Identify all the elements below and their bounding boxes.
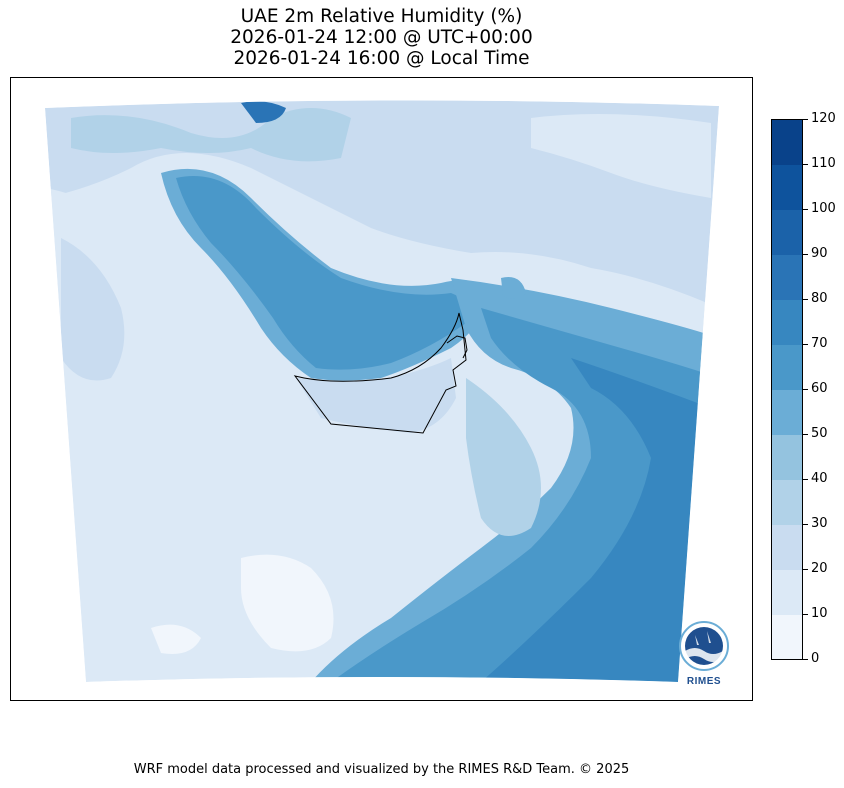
contour-north-upper: [71, 108, 351, 162]
title-local-time: 2026-01-24 16:00 @ Local Time: [233, 48, 530, 69]
colorbar-tick-mark: [803, 524, 808, 525]
colorbar-tick-mark: [803, 164, 808, 165]
colorbar-tick-label: 30: [811, 516, 828, 531]
colorbar-tick-label: 110: [811, 156, 836, 171]
map-panel: [10, 77, 753, 701]
colorbar-band: [772, 299, 802, 346]
colorbar-tick-mark: [803, 569, 808, 570]
rimes-logo-emblem: [679, 621, 729, 671]
colorbar-band: [772, 254, 802, 301]
colorbar-tick-label: 0: [811, 651, 820, 666]
colorbar-band: [772, 434, 802, 480]
colorbar-tick-mark: [803, 254, 808, 255]
colorbar: [771, 119, 803, 660]
colorbar-tick-mark: [803, 209, 808, 210]
logo-text: RIMES: [686, 676, 722, 687]
contour-west-patch: [61, 238, 125, 381]
title-variable: UAE 2m Relative Humidity (%): [240, 6, 523, 27]
chart-title: UAE 2m Relative Humidity (%) 2026-01-24 …: [0, 6, 763, 69]
humidity-map: [11, 78, 752, 700]
colorbar-tick-mark: [803, 119, 808, 120]
contour-dry-patch: [151, 624, 201, 654]
colorbar-tick-label: 50: [811, 426, 828, 441]
contour-oman-coast: [466, 378, 541, 536]
contour-north-east-dry: [531, 114, 711, 198]
colorbar-band: [772, 569, 802, 615]
colorbar-band: [772, 524, 802, 570]
colorbar-tick-label: 10: [811, 606, 828, 621]
contour-north-patch: [241, 101, 286, 123]
footer-credit: WRF model data processed and visualized …: [133, 762, 630, 777]
colorbar-band: [772, 389, 802, 435]
colorbar-band: [772, 344, 802, 390]
colorbar-tick-label: 40: [811, 471, 828, 486]
colorbar-tick-mark: [803, 434, 808, 435]
contour-dry-core: [241, 554, 334, 652]
title-utc-time: 2026-01-24 12:00 @ UTC+00:00: [230, 27, 533, 48]
contour-uae-land: [296, 358, 456, 433]
colorbar-tick-label: 20: [811, 561, 828, 576]
colorbar-band: [772, 614, 802, 660]
contour-arabian-sea: [481, 358, 711, 682]
colorbar-band: [772, 479, 802, 525]
colorbar-tick-label: 90: [811, 246, 828, 261]
uae-coastline: [446, 335, 468, 359]
contour-gulf-inner: [176, 176, 469, 370]
rimes-logo: RIMES: [677, 617, 731, 691]
colorbar-tick-label: 120: [811, 111, 836, 126]
colorbar-tick-mark: [803, 344, 808, 345]
uae-border: [293, 312, 467, 434]
colorbar-tick-mark: [803, 479, 808, 480]
colorbar-tick-label: 80: [811, 291, 828, 306]
colorbar-tick-mark: [803, 389, 808, 390]
colorbar-tick-mark: [803, 299, 808, 300]
colorbar-tick-label: 100: [811, 201, 836, 216]
colorbar-tick-mark: [803, 614, 808, 615]
colorbar-tick-label: 60: [811, 381, 828, 396]
colorbar-tick-mark: [803, 659, 808, 660]
humidity-contours: [45, 100, 719, 682]
colorbar-tick-label: 70: [811, 336, 828, 351]
colorbar-band: [772, 164, 802, 211]
colorbar-band: [772, 120, 802, 166]
colorbar-band: [772, 209, 802, 256]
contour-north-small: [501, 277, 526, 299]
